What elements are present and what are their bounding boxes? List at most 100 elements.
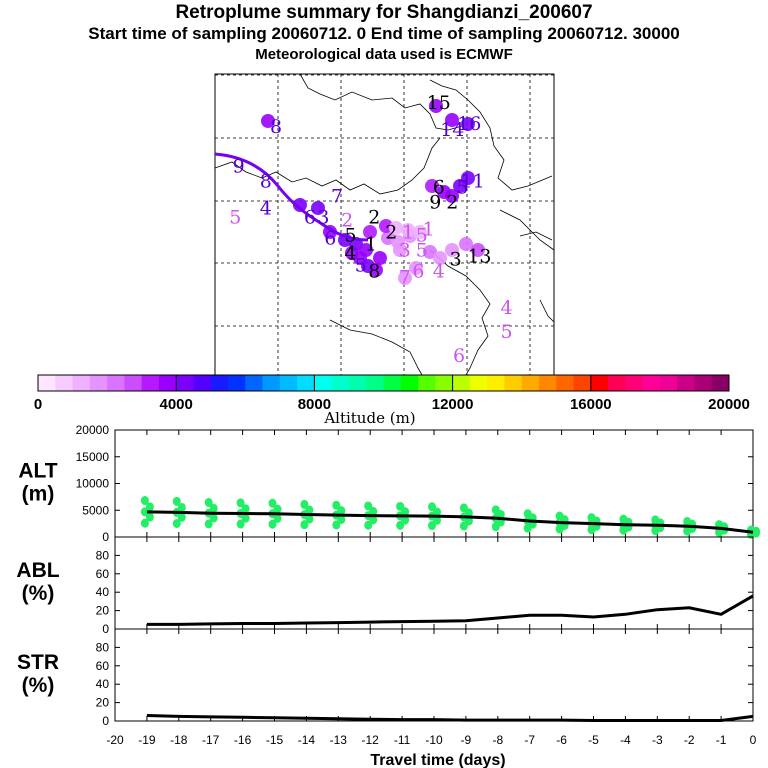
plume-particle: [261, 114, 275, 128]
y-tick-label: 20000: [76, 423, 110, 437]
colorbar-tick-label: 16000: [570, 396, 612, 413]
colorbar-swatch: [435, 375, 453, 391]
map-day-label: 5: [229, 206, 241, 228]
map-day-label: 15: [427, 92, 451, 114]
map-day-label: 2: [385, 222, 397, 244]
altitude-colorbar: 0 4000 8000 12000 16000 20000 Altitude (m): [34, 374, 750, 427]
plume-particle: [413, 225, 427, 239]
alt-spread-point: [396, 501, 405, 511]
alt-spread-point: [145, 502, 154, 512]
plume-particle: [445, 243, 459, 257]
panel-ylabel: ABL: [16, 559, 59, 582]
x-tick-label: -14: [298, 733, 316, 747]
map-border: [429, 79, 553, 191]
chart-title: Retroplume summary for Shangdianzi_20060…: [175, 2, 593, 23]
alt-spread-point: [172, 518, 181, 528]
alt-spread-point: [332, 520, 341, 530]
panel-alt: 0 5000 10000 15000 20000 ALT(m): [18, 423, 760, 544]
x-tick-label: -6: [556, 733, 567, 747]
alt-spread-point: [555, 511, 564, 521]
y-tick-label: 0: [102, 714, 109, 728]
x-axis-label: Travel time (days): [370, 752, 505, 768]
alt-spread-point: [140, 518, 149, 528]
plume-centroid-track: [214, 152, 369, 242]
colorbar-tick-label: 8000: [298, 396, 331, 413]
map-day-label: 2: [368, 206, 380, 228]
plume-particle: [461, 117, 475, 131]
plume-particle: [389, 221, 403, 235]
alt-spread-point: [268, 519, 277, 529]
map-day-label: 14: [440, 119, 464, 141]
y-tick-label: 60: [96, 567, 110, 581]
y-tick-label: 20: [96, 696, 110, 710]
colorbar-swatch: [297, 375, 315, 391]
map-day-label: 8: [260, 170, 272, 192]
x-tick-label: -8: [492, 733, 503, 747]
plume-particle: [373, 251, 387, 265]
colorbar-swatch: [625, 375, 644, 391]
sampling-times: Start time of sampling 20060712. 0 End t…: [88, 24, 680, 43]
colorbar-tick-label: 0: [34, 396, 42, 413]
colorbar-swatch: [469, 375, 488, 391]
x-tick-label: -11: [394, 733, 411, 747]
map-day-label: 4: [345, 243, 357, 265]
plume-particle: [363, 225, 377, 239]
colorbar-swatch: [590, 375, 609, 391]
map-day-label: 16: [457, 113, 481, 135]
alt-spread-point: [241, 504, 250, 514]
series-line-str: [146, 714, 754, 722]
alt-spread-point: [396, 520, 405, 530]
panel-abl: 0 20 40 60 80 ABL(%): [16, 536, 754, 636]
colorbar-swatch: [521, 375, 540, 391]
alt-spread-point: [683, 516, 692, 526]
map-day-label: 9: [233, 155, 245, 177]
plume-particle: [393, 243, 407, 257]
alt-spread-point: [491, 505, 500, 515]
colorbar-swatch: [279, 375, 298, 391]
alt-spread-point: [172, 496, 181, 506]
map-day-label: 5: [355, 255, 367, 277]
x-tick-label: -9: [461, 733, 472, 747]
colorbar-swatch: [556, 375, 574, 391]
map-day-label: 1: [423, 219, 435, 241]
x-tick-label: -17: [202, 733, 220, 747]
alt-spread-point: [428, 502, 436, 512]
map-day-label: 6: [304, 206, 316, 228]
colorbar-swatch: [210, 375, 229, 391]
colorbar-swatch: [348, 375, 367, 391]
travel-time-axis: -20 -19 -18 -17 -16 -15 -14 -13 -12 -11 -10 -9 -8 -7-…: [106, 733, 756, 768]
colorbar-swatch: [677, 375, 695, 391]
map-border: [299, 73, 463, 131]
alt-spread-point: [364, 520, 373, 530]
colorbar-swatch: [314, 375, 333, 391]
colorbar-swatch: [366, 375, 384, 391]
colorbar-swatch: [72, 375, 91, 391]
alt-spread-point: [651, 515, 660, 525]
time-series-panels: 05000100001500020000ALT(m)020406080ABL(%…: [16, 423, 760, 728]
colorbar-swatch: [452, 375, 471, 391]
alt-spread-point: [587, 513, 596, 523]
map-day-label: 6: [453, 345, 465, 367]
colorbar-swatch: [383, 375, 402, 391]
colorbar-swatch: [487, 375, 505, 391]
panel-ylabel: STR: [17, 651, 59, 674]
plume-particle: [471, 243, 485, 257]
alt-spread-point: [273, 504, 282, 514]
plume-particle: [445, 189, 459, 203]
y-tick-label: 60: [96, 659, 110, 673]
colorbar-swatch: [158, 375, 177, 391]
plume-particle: [293, 198, 307, 212]
map-day-label: 13: [467, 246, 491, 268]
y-tick-label: 80: [96, 548, 110, 562]
colorbar-swatch: [107, 375, 125, 391]
colorbar-swatch: [573, 375, 592, 391]
plume-particle: [359, 243, 373, 257]
map-day-label: 1: [365, 234, 377, 256]
colorbar-swatch: [418, 375, 436, 391]
alt-spread-point: [204, 497, 213, 507]
alt-spread-point: [236, 498, 245, 508]
y-tick-label: 15000: [76, 450, 110, 464]
colorbar-swatch: [608, 375, 626, 391]
colorbar-swatch: [262, 375, 281, 391]
